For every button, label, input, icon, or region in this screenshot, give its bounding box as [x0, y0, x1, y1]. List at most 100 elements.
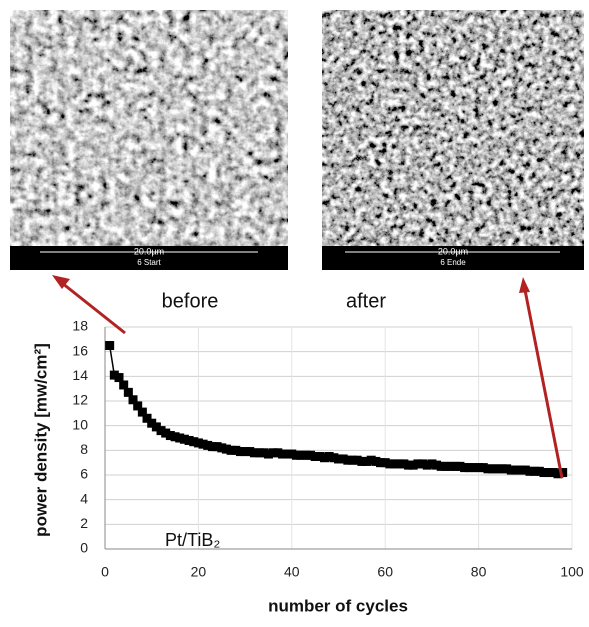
data-point	[319, 453, 329, 463]
x-axis-label: number of cycles	[268, 596, 408, 615]
y-tick-label: 0	[80, 540, 88, 556]
data-point	[179, 434, 189, 444]
data-point	[147, 418, 157, 428]
sem-image: 20.0µm 6 Start	[10, 10, 288, 270]
data-point	[450, 461, 460, 471]
data-point	[268, 448, 278, 458]
x-tick-label: 100	[560, 564, 584, 580]
data-point	[380, 458, 390, 468]
caption: before	[162, 290, 219, 312]
data-point	[511, 465, 521, 475]
data-point	[455, 461, 465, 471]
data-point	[539, 468, 549, 478]
x-tick-label: 0	[101, 564, 109, 580]
x-tick-label: 60	[377, 564, 393, 580]
data-point	[338, 454, 348, 464]
data-point	[324, 452, 334, 461]
data-point	[142, 413, 152, 423]
data-point	[516, 465, 526, 475]
y-axis-label: power density [mw/cm²]	[31, 343, 50, 537]
x-tick-label: 40	[284, 564, 300, 580]
data-point	[282, 449, 292, 459]
data-point	[506, 465, 516, 475]
data-point	[376, 458, 386, 468]
data-point	[492, 464, 502, 474]
data-point	[128, 395, 138, 405]
data-point	[277, 449, 287, 459]
y-tick-label: 8	[80, 441, 88, 457]
data-point	[119, 380, 129, 390]
y-tick-label: 12	[72, 392, 88, 408]
data-point	[105, 341, 115, 350]
data-point	[418, 459, 428, 469]
data-point	[263, 449, 273, 459]
data-point	[296, 450, 306, 460]
data-point	[156, 426, 166, 436]
annotation: Pt/TiB₂	[165, 530, 220, 550]
y-tick-label: 14	[72, 367, 88, 383]
y-tick-label: 10	[72, 416, 88, 432]
data-point	[175, 433, 185, 443]
data-point	[558, 468, 568, 478]
data-point	[385, 459, 395, 469]
data-point	[109, 370, 119, 380]
data-point	[226, 445, 236, 455]
data-point	[305, 450, 315, 460]
data-point	[193, 438, 203, 448]
data-point	[212, 442, 222, 452]
data-point	[534, 466, 544, 476]
data-point	[357, 456, 367, 466]
data-point	[399, 459, 409, 469]
data-point	[161, 428, 171, 438]
data-point	[352, 455, 362, 465]
data-point	[404, 460, 414, 470]
data-point	[245, 447, 255, 457]
data-point	[291, 450, 301, 460]
data-point	[165, 431, 175, 441]
data-point	[460, 463, 470, 473]
data-point	[249, 448, 259, 458]
data-point	[217, 443, 227, 453]
data-point	[441, 461, 451, 471]
x-tick-label: 80	[471, 564, 487, 580]
data-point	[413, 459, 423, 469]
data-point	[502, 464, 512, 474]
data-point	[189, 437, 199, 447]
y-tick-label: 18	[72, 318, 88, 334]
y-tick-label: 6	[80, 466, 88, 482]
data-point	[151, 422, 161, 432]
data-point	[334, 454, 343, 464]
data-point	[329, 453, 339, 463]
data-point	[390, 459, 400, 469]
data-point	[301, 450, 311, 460]
data-point	[170, 432, 180, 442]
data-point	[553, 469, 563, 479]
data-point	[203, 440, 213, 450]
data-point	[432, 460, 442, 470]
data-point	[315, 452, 325, 461]
data-point	[254, 448, 264, 458]
x-tick-label: 20	[191, 564, 207, 580]
plot: 0 2 4 6 8 10 12 14 16 18 0 20 40 60 80 100	[72, 318, 583, 580]
data-point	[371, 456, 381, 466]
data-point	[474, 463, 484, 473]
data-point	[123, 387, 133, 397]
data-point	[184, 435, 194, 445]
data-point	[446, 461, 456, 471]
image-label: 6 Start	[137, 258, 161, 267]
data-point	[530, 466, 540, 476]
data-point	[235, 447, 245, 457]
data-point	[478, 463, 488, 473]
data-point	[394, 459, 404, 469]
data-point	[198, 439, 208, 449]
data-point	[464, 463, 474, 473]
data-point	[133, 401, 143, 411]
data-point	[348, 455, 358, 465]
sem-image: 20.0µm 6 Ende	[322, 10, 584, 270]
data-point	[520, 465, 530, 475]
data-point	[259, 448, 269, 458]
data-point	[240, 447, 250, 457]
y-tick-label: 16	[72, 342, 88, 358]
image-label: 6 Ende	[440, 258, 466, 267]
